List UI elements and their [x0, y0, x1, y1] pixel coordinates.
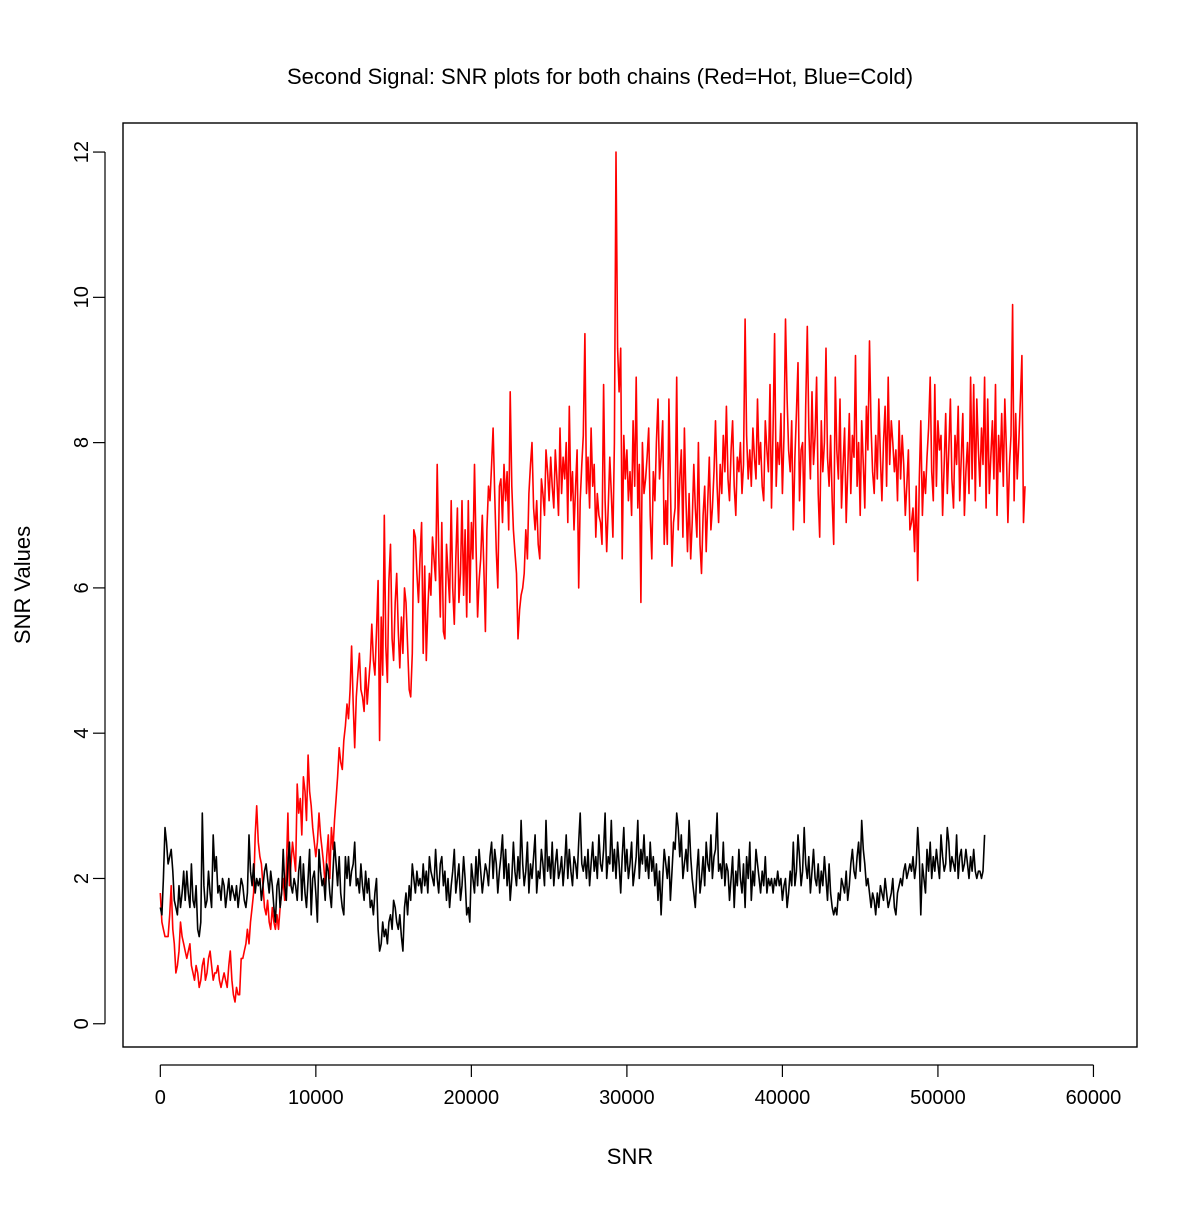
y-tick-label: 0: [71, 1018, 93, 1029]
x-tick-label: 40000: [755, 1087, 811, 1109]
series-line-1: [159, 151, 1026, 1003]
y-tick-label: 12: [71, 141, 93, 163]
y-tick-label: 2: [71, 873, 93, 884]
y-tick-label: 10: [71, 286, 93, 308]
x-tick-label: 30000: [599, 1087, 655, 1109]
x-axis-label: SNR: [607, 1144, 653, 1169]
y-tick-label: 8: [71, 437, 93, 448]
chart-title: Second Signal: SNR plots for both chains…: [287, 64, 913, 89]
x-tick-label: 60000: [1066, 1087, 1122, 1109]
x-axis: 0 10000 20000 30000 40000 50000 60000: [155, 1064, 1122, 1109]
x-tick-label: 50000: [910, 1087, 966, 1109]
y-tick-label: 6: [71, 582, 93, 593]
y-axis-label: SNR Values: [10, 526, 35, 644]
plot-frame: [122, 122, 1138, 1048]
series-layer: [159, 151, 1026, 1003]
x-tick-label: 0: [155, 1087, 166, 1109]
x-tick-label: 20000: [444, 1087, 500, 1109]
series-line-2: [159, 812, 986, 952]
x-tick-label: 10000: [288, 1087, 344, 1109]
y-axis: 0 2 4 6 8 10 12: [71, 141, 106, 1029]
y-tick-label: 4: [71, 728, 93, 739]
